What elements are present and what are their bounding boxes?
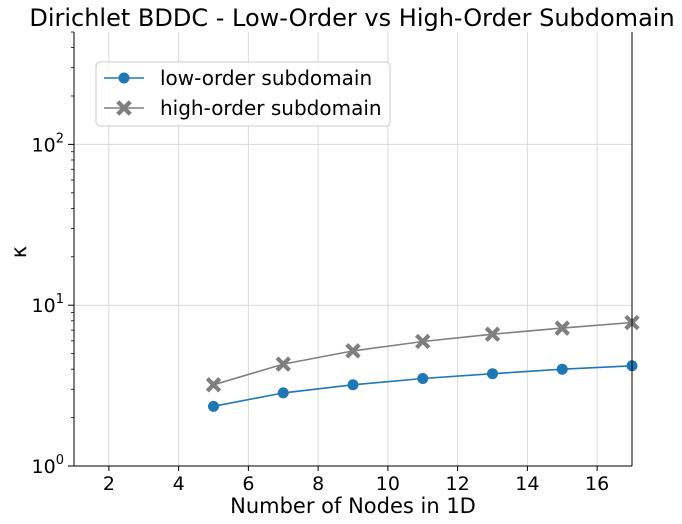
chart-title: Dirichlet BDDC - Low-Order vs High-Order…: [29, 4, 674, 32]
x-tick-label: 8: [312, 473, 324, 495]
tick-labels: 2 4 6 8 10 12 14 16 100 101 102: [32, 131, 610, 495]
legend-label: high-order subdomain: [160, 96, 382, 120]
plot-series: [205, 314, 640, 412]
x-axis-title: Number of Nodes in 1D: [230, 494, 476, 518]
series-low-order: [208, 360, 638, 412]
data-point: [415, 333, 431, 350]
y-tick-label: 101: [32, 292, 64, 317]
x-tick-label: 10: [376, 473, 400, 495]
data-point: [417, 373, 429, 385]
data-point: [275, 356, 291, 372]
legend-marker: [116, 100, 132, 116]
legend-label: low-order subdomain: [160, 66, 372, 90]
legend-marker: [118, 72, 130, 84]
legend-item: high-order subdomain: [104, 96, 382, 120]
data-point: [556, 363, 568, 375]
data-point: [554, 320, 570, 336]
legend-box: [95, 61, 391, 127]
y-tick-label: 100: [32, 453, 64, 478]
series-line: [213, 365, 633, 408]
data-point: [277, 387, 289, 399]
x-tick-label: 2: [103, 473, 115, 495]
legend-item: low-order subdomain: [104, 66, 372, 90]
y-axis-title: κ: [7, 246, 31, 258]
data-point: [484, 326, 501, 342]
x-tick-label: 14: [515, 473, 539, 495]
data-point: [208, 400, 219, 412]
series-high-order: [205, 314, 640, 393]
axes-frame: [68, 31, 633, 471]
data-point: [205, 377, 222, 393]
x-tick-label: 16: [585, 473, 609, 495]
legend: low-order subdomain high-order subdomain: [95, 61, 391, 127]
x-tick-label: 12: [446, 473, 470, 495]
x-tick-label: 4: [173, 473, 185, 495]
data-point: [345, 343, 361, 359]
x-tick-label: 6: [242, 473, 254, 495]
data-point: [487, 368, 498, 380]
y-tick-label: 102: [32, 131, 64, 156]
data-point: [347, 379, 359, 391]
